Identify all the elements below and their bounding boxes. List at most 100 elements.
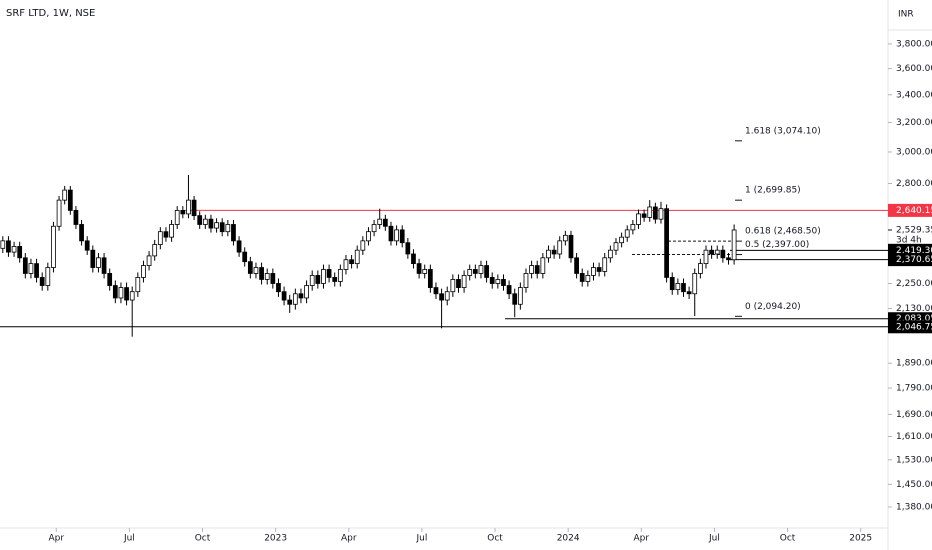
candle-body [242,251,248,263]
candle-body [315,275,321,284]
candle-body [523,273,529,288]
candle-body [366,231,371,242]
price-label: 2,640.15 [896,206,932,216]
price-label-box [888,203,932,217]
candle-body [686,291,692,295]
y-tick-label: 1,530.00 [896,455,932,465]
fib-label: 1.618 (3,074.10) [745,126,821,136]
candle-body [681,283,686,293]
candle-body [101,257,107,274]
candle-body [270,273,276,284]
x-tick-label: Jul [123,534,135,544]
x-tick-label: 2023 [264,534,287,544]
countdown: 3d 4h [896,235,922,245]
y-tick-label: 3,400.00 [896,90,932,100]
candle-body [568,234,574,259]
candle-body [624,229,630,238]
x-tick-label: Oct [487,534,503,544]
candle-body [422,269,428,274]
candle-body [309,275,315,286]
candle-body [51,225,56,268]
candle-body [163,231,169,238]
y-tick-label: 1,690.00 [896,410,932,420]
candle-body [411,253,416,265]
candle-body [157,231,163,245]
candle-body [208,218,214,229]
candle-body [135,277,141,293]
candle-body [259,267,264,280]
fib-label: 0 (2,094.20) [745,302,801,312]
candle-body [214,222,219,229]
candle-body [321,269,326,284]
candle-body [0,240,6,249]
candle-body [6,240,11,253]
last-price-label: 2,529.35 [896,225,932,235]
candle-body [326,269,332,278]
candle-body [444,291,450,301]
x-tick-label: Oct [780,534,796,544]
candle-body [22,257,28,274]
candle-body [517,287,523,305]
candle-body [439,293,444,301]
y-tick-label: 3,800.00 [896,39,932,49]
candle-body [197,215,203,225]
candle-body [180,210,186,215]
candle-body [562,234,568,242]
y-tick-label: 1,610.00 [896,432,932,442]
candle-body [720,249,726,259]
candle-body [152,244,158,257]
x-tick-label: Apr [48,534,64,544]
price-label: 2,370.65 [896,255,932,265]
candle-body [96,257,101,268]
candle-body [287,299,293,305]
candle-body [472,269,478,274]
candle-body [349,259,354,265]
candle-body [416,263,422,274]
candle-body [602,257,608,272]
candle-body [360,240,366,251]
x-tick-label: Apr [341,534,357,544]
candle-body [332,277,338,282]
candle-body [292,293,298,305]
candle-body [512,293,518,305]
candle-body [456,279,461,288]
candle-body [641,213,647,218]
candle-body [405,242,411,255]
candle-body [557,240,563,255]
candle-body [247,261,253,274]
y-tick-label: 3,600.00 [896,64,932,74]
candle-body [495,279,501,284]
candle-body [129,291,135,301]
candle-body [354,249,360,265]
candle-body [399,229,405,244]
x-tick-label: 2024 [557,534,580,544]
x-tick-label: Jul [415,534,427,544]
fib-label: 1 (2,699.85) [745,186,801,196]
candle-body [484,265,489,278]
candle-body [501,279,506,286]
price-label: 2,419.30 [896,246,932,256]
candle-body [467,269,473,276]
candle-body [219,222,225,233]
candle-body [169,224,174,238]
candle-body [394,229,399,242]
y-tick-label: 2,800.00 [896,179,932,189]
candle-body [534,265,540,274]
candle-body [546,249,551,259]
candle-body [112,285,118,299]
candle-body [343,259,349,270]
candle-body [34,263,39,278]
y-tick-label: 1,380.00 [896,502,932,512]
candle-body [636,213,641,225]
candle-body [264,273,270,280]
candle-body [118,287,124,299]
candle-body [28,263,34,274]
candle-body [146,255,152,266]
candle-body [388,225,394,242]
candle-body [427,269,433,288]
candle-body [461,275,467,288]
candle-body [579,273,585,282]
candle-body [669,277,675,291]
candle-body [253,267,259,274]
